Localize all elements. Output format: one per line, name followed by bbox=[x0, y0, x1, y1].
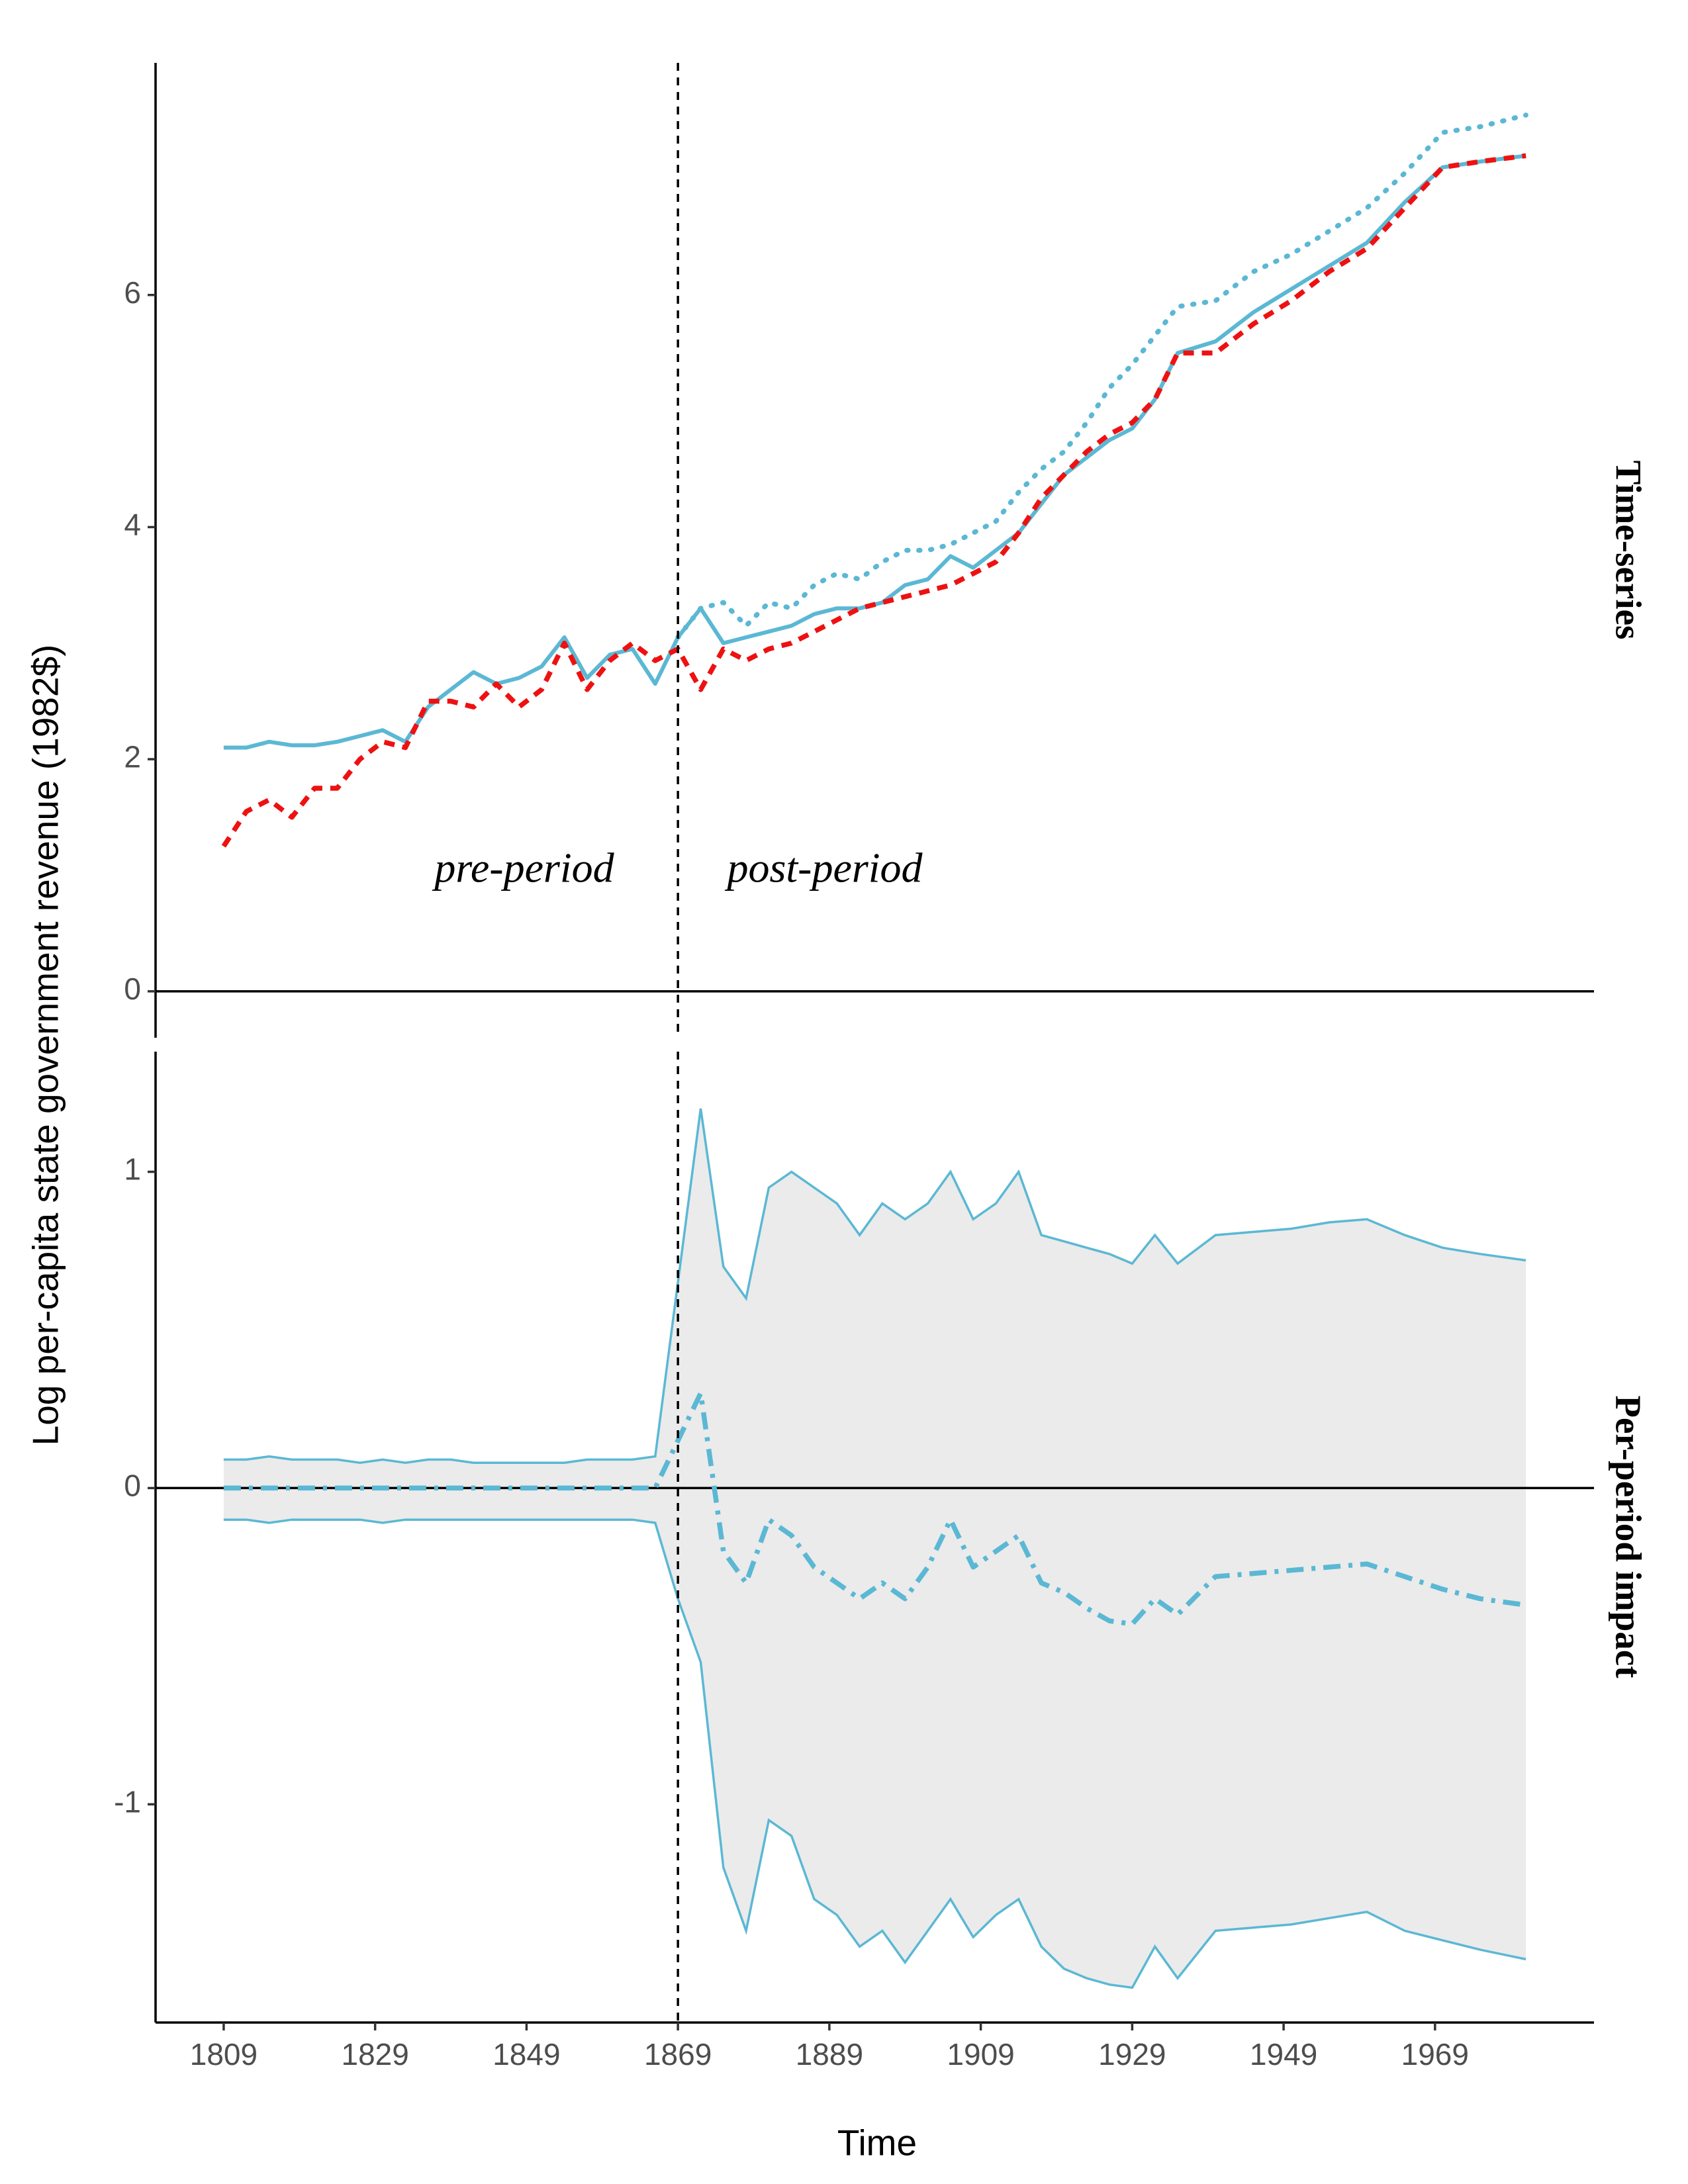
x-tick-label: 1809 bbox=[190, 2037, 258, 2071]
y-tick-label: 0 bbox=[124, 1469, 141, 1503]
strip-label: Time-series bbox=[1608, 461, 1648, 640]
y-tick-label: 0 bbox=[124, 972, 141, 1006]
x-tick-label: 1849 bbox=[492, 2037, 560, 2071]
band-edge bbox=[223, 1518, 1526, 1989]
annotation: pre-period bbox=[432, 844, 614, 891]
band-edge bbox=[223, 1108, 1526, 1464]
y-axis-title: Log per-capita state government revenue … bbox=[25, 645, 66, 1446]
series-line bbox=[675, 113, 1528, 640]
x-axis-title: Time bbox=[837, 2122, 917, 2163]
x-tick-label: 1869 bbox=[644, 2037, 712, 2071]
x-tick-label: 1889 bbox=[796, 2037, 863, 2071]
series-line bbox=[223, 1390, 1526, 1627]
y-tick-label: 1 bbox=[124, 1152, 141, 1187]
annotation: post-period bbox=[724, 844, 923, 891]
x-tick-label: 1929 bbox=[1098, 2037, 1166, 2071]
strip-label: Per-period impact bbox=[1608, 1395, 1648, 1678]
x-tick-label: 1969 bbox=[1401, 2037, 1469, 2071]
x-tick-label: 1949 bbox=[1250, 2037, 1317, 2071]
y-tick-label: 6 bbox=[124, 275, 141, 310]
x-tick-label: 1829 bbox=[341, 2037, 408, 2071]
y-tick-label: 4 bbox=[124, 508, 141, 542]
band-area bbox=[223, 1109, 1526, 1988]
y-tick-label: -1 bbox=[114, 1784, 141, 1819]
series-line bbox=[223, 154, 1526, 750]
series-line bbox=[221, 153, 1526, 848]
y-tick-label: 2 bbox=[124, 739, 141, 774]
x-tick-label: 1909 bbox=[947, 2037, 1014, 2071]
